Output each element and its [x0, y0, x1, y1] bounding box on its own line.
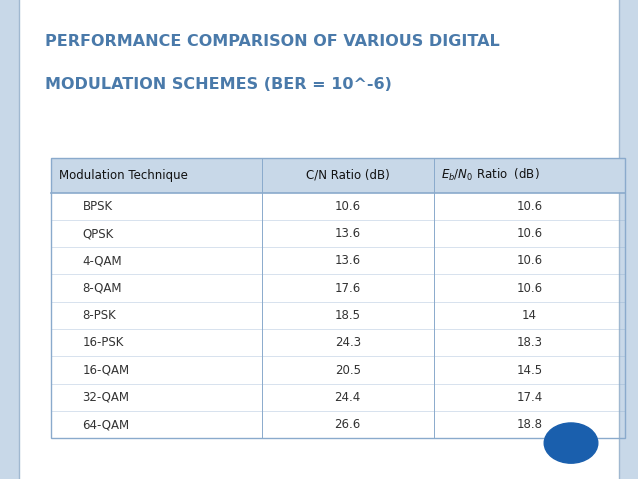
Text: Modulation Technique: Modulation Technique: [59, 169, 188, 182]
Text: 26.6: 26.6: [334, 418, 361, 431]
Text: 64-QAM: 64-QAM: [83, 418, 130, 431]
Text: 10.6: 10.6: [517, 282, 542, 295]
Circle shape: [544, 423, 598, 463]
FancyBboxPatch shape: [619, 0, 638, 479]
Text: 14.5: 14.5: [517, 364, 542, 376]
Text: 8-PSK: 8-PSK: [83, 309, 116, 322]
Text: 10.6: 10.6: [517, 200, 542, 213]
Text: 8-QAM: 8-QAM: [83, 282, 122, 295]
Text: 14: 14: [522, 309, 537, 322]
Text: 16-QAM: 16-QAM: [83, 364, 130, 376]
Text: 10.6: 10.6: [517, 227, 542, 240]
Text: 18.3: 18.3: [517, 336, 542, 349]
Text: 10.6: 10.6: [517, 254, 542, 267]
Text: 17.4: 17.4: [516, 391, 543, 404]
Text: PERFORMANCE COMPARISON OF VARIOUS DIGITAL: PERFORMANCE COMPARISON OF VARIOUS DIGITA…: [45, 34, 500, 48]
Text: MODULATION SCHEMES (BER = 10^-6): MODULATION SCHEMES (BER = 10^-6): [45, 77, 392, 91]
Text: 24.4: 24.4: [334, 391, 361, 404]
Text: 4-QAM: 4-QAM: [83, 254, 122, 267]
Text: 16-PSK: 16-PSK: [83, 336, 124, 349]
Text: 10.6: 10.6: [335, 200, 360, 213]
Text: 20.5: 20.5: [335, 364, 360, 376]
Text: 18.8: 18.8: [517, 418, 542, 431]
Text: 13.6: 13.6: [335, 227, 360, 240]
Text: 18.5: 18.5: [335, 309, 360, 322]
Text: QPSK: QPSK: [83, 227, 114, 240]
Text: $E_b/N_0$ Ratio  (dB): $E_b/N_0$ Ratio (dB): [441, 167, 540, 183]
FancyBboxPatch shape: [51, 158, 625, 193]
Text: 13.6: 13.6: [335, 254, 360, 267]
Text: 17.6: 17.6: [334, 282, 361, 295]
FancyBboxPatch shape: [19, 0, 619, 479]
Text: 32-QAM: 32-QAM: [83, 391, 130, 404]
Text: C/N Ratio (dB): C/N Ratio (dB): [306, 169, 390, 182]
Text: BPSK: BPSK: [83, 200, 113, 213]
Text: 24.3: 24.3: [335, 336, 360, 349]
FancyBboxPatch shape: [0, 0, 19, 479]
